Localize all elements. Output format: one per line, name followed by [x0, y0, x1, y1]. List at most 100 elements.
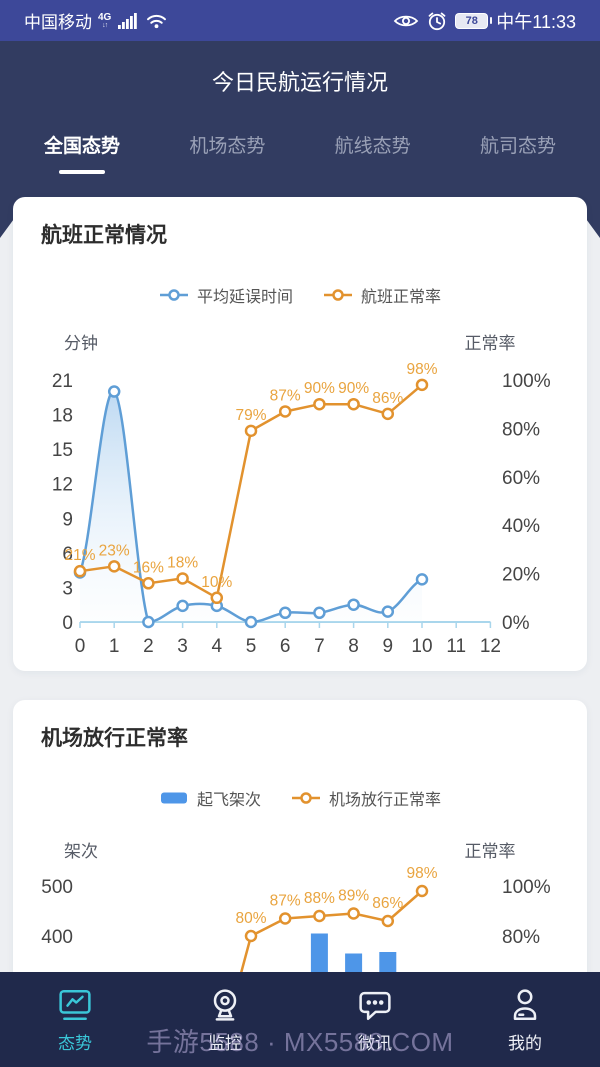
legend-label: 起飞架次 [196, 792, 261, 809]
svg-text:40%: 40% [502, 516, 540, 537]
status-bar-right: 78 中午11:33 [393, 8, 576, 34]
svg-text:15: 15 [52, 440, 73, 461]
svg-text:6: 6 [280, 636, 291, 657]
svg-text:3: 3 [62, 578, 73, 599]
tab-bar: 全国态势 机场态势 航线态势 航司态势 [0, 131, 600, 174]
svg-text:3: 3 [177, 636, 188, 657]
svg-text:0: 0 [75, 636, 86, 657]
svg-text:0%: 0% [502, 613, 530, 634]
airport-release-rate-series: 80%87% 88% 89% 86%98% [215, 865, 438, 1064]
svg-text:正常率: 正常率 [465, 334, 516, 353]
bottom-nav: 态势 监控 微讯 我的 [0, 972, 600, 1067]
carrier-label: 中国移动 [24, 13, 92, 32]
svg-text:21%: 21% [64, 547, 95, 564]
flight-normal-card: 航班正常情况 平均延误时间 航班正常率 分钟 正常率 21 18 15 12 9 6 3 0 100%… [13, 197, 587, 671]
svg-text:10: 10 [411, 636, 432, 657]
legend-item-avg-delay[interactable]: 平均延误时间 [159, 283, 293, 307]
card-title: 航班正常情况 [41, 224, 167, 247]
legend-item-airport-release-rate[interactable]: 机场放行正常率 [291, 786, 441, 810]
battery-icon: 78 [455, 12, 493, 29]
svg-text:8: 8 [348, 636, 359, 657]
svg-text:79%: 79% [235, 407, 266, 424]
network-type-icon: 4G ↓↑ [98, 11, 112, 29]
svg-text:7: 7 [314, 636, 325, 657]
svg-text:18: 18 [52, 406, 73, 427]
clock-label: 中午11:33 [496, 11, 576, 32]
svg-text:16%: 16% [133, 559, 164, 576]
svg-text:21: 21 [52, 371, 73, 392]
svg-text:1: 1 [109, 636, 120, 657]
webcam-icon [213, 989, 237, 1021]
svg-text:100%: 100% [502, 371, 551, 392]
legend-label: 机场放行正常率 [329, 792, 442, 809]
wifi-icon [147, 14, 167, 28]
nav-item-monitor[interactable]: 监控 [150, 972, 300, 1067]
legend-label: 航班正常率 [361, 289, 442, 306]
legend-item-flight-normal-rate[interactable]: 航班正常率 [323, 283, 441, 307]
chat-bubble-icon [359, 991, 391, 1020]
line-marker-icon [324, 289, 352, 301]
svg-text:架次: 架次 [64, 842, 98, 861]
svg-text:2: 2 [143, 636, 154, 657]
line-marker-icon [292, 792, 320, 804]
line-marker-icon [159, 289, 188, 301]
svg-text:11: 11 [446, 636, 466, 657]
svg-text:60%: 60% [502, 468, 540, 489]
tab-national[interactable]: 全国态势 [44, 131, 120, 174]
page-title: 今日民航运行情况 [211, 70, 388, 95]
svg-text:90%: 90% [338, 380, 369, 397]
svg-text:90%: 90% [304, 380, 335, 397]
eye-comfort-icon [394, 15, 419, 26]
bar-swatch-icon [160, 792, 187, 804]
nav-item-situation[interactable]: 态势 [0, 972, 150, 1067]
svg-text:400: 400 [41, 927, 73, 948]
battery-percent: 78 [465, 14, 478, 27]
svg-text:89%: 89% [338, 888, 369, 905]
svg-text:86%: 86% [372, 390, 403, 407]
svg-text:98%: 98% [406, 865, 437, 882]
svg-text:80%: 80% [502, 927, 540, 948]
svg-text:86%: 86% [372, 895, 403, 912]
status-bar-left: 中国移动 4G ↓↑ [24, 8, 167, 33]
card-title: 机场放行正常率 [41, 727, 188, 750]
tab-airline[interactable]: 航司态势 [479, 136, 556, 157]
svg-text:88%: 88% [304, 890, 335, 907]
svg-text:87%: 87% [270, 387, 301, 404]
svg-text:9: 9 [383, 636, 394, 657]
user-icon [513, 989, 537, 1020]
svg-text:5: 5 [246, 636, 257, 657]
svg-text:80%: 80% [502, 419, 540, 440]
svg-text:4: 4 [212, 636, 223, 657]
svg-text:23%: 23% [99, 542, 130, 559]
svg-text:12: 12 [52, 475, 73, 496]
trend-monitor-icon [59, 990, 91, 1020]
svg-text:87%: 87% [270, 893, 301, 910]
chart-legend: 平均延误时间 航班正常率 [13, 283, 587, 307]
chart-legend: 起飞架次 机场放行正常率 [13, 786, 587, 810]
svg-text:80%: 80% [235, 910, 266, 927]
svg-text:正常率: 正常率 [465, 842, 516, 861]
avg-delay-area [80, 391, 422, 622]
tab-route[interactable]: 航线态势 [334, 136, 411, 157]
svg-text:分钟: 分钟 [64, 334, 98, 353]
nav-label: 微讯 [358, 1034, 392, 1053]
nav-item-messages[interactable]: 微讯 [300, 972, 450, 1067]
svg-text:0: 0 [62, 613, 73, 634]
svg-text:100%: 100% [502, 877, 551, 898]
svg-text:18%: 18% [167, 554, 198, 571]
legend-item-departure-sorties[interactable]: 起飞架次 [159, 786, 261, 810]
flight-normal-rate-series: 21% 23%16% 18%10%79%87% 90% 90%86%98% [64, 361, 438, 605]
legend-label: 平均延误时间 [196, 289, 293, 306]
svg-text:10%: 10% [201, 574, 232, 591]
svg-text:20%: 20% [502, 565, 540, 586]
status-bar: 中国移动 4G ↓↑ [0, 0, 600, 41]
nav-label: 监控 [208, 1034, 242, 1053]
svg-text:500: 500 [41, 877, 73, 898]
svg-text:12: 12 [480, 636, 501, 657]
nav-label: 态势 [58, 1034, 92, 1053]
nav-item-mine[interactable]: 我的 [450, 972, 600, 1067]
tab-airport[interactable]: 机场态势 [189, 136, 266, 157]
svg-text:98%: 98% [406, 361, 437, 378]
